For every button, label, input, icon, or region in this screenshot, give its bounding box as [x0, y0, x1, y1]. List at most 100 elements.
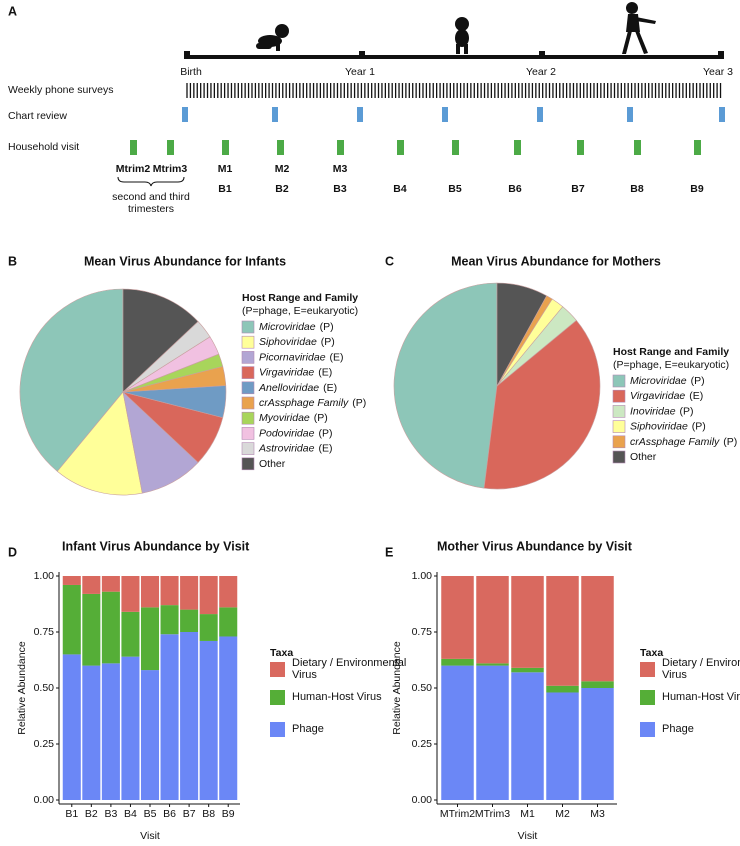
leg: [464, 44, 468, 54]
legend-label-box: Dietary / Environmental Virus: [662, 657, 740, 681]
bar-segment: [199, 576, 218, 615]
legend-label: Dietary / Environmental Virus: [292, 657, 407, 681]
timeline-bar: [185, 55, 723, 59]
arm: [636, 17, 656, 24]
pie-slice: [393, 282, 498, 489]
legend-family: Virgaviridae: [630, 390, 685, 402]
x-axis-label: Visit: [140, 830, 160, 842]
leg: [635, 31, 648, 54]
bar-segment: [160, 605, 179, 635]
legend-swatch: [241, 427, 255, 440]
bar-segment: [82, 576, 101, 594]
legend-family: crAssphage Family: [630, 436, 720, 448]
arm: [276, 40, 280, 51]
bar-segment: [476, 665, 509, 800]
x-tick-label: B1: [65, 808, 78, 820]
panel-label: A: [8, 4, 17, 18]
bar-segment: [441, 665, 474, 800]
legend-label: Phage: [292, 723, 324, 735]
mother-visit-label: M1: [218, 163, 233, 175]
bar-segment: [511, 576, 544, 668]
timeline-tick: [359, 51, 365, 59]
x-tick-label: M2: [555, 808, 570, 820]
bar-segment: [199, 640, 218, 800]
legend-swatch: [241, 411, 255, 425]
x-tick-label: B4: [124, 808, 137, 820]
panel-label: C: [385, 254, 394, 268]
bar-segment: [511, 672, 544, 800]
bar-segment: [140, 576, 160, 608]
infant-visit-label: B7: [571, 183, 585, 195]
legend-swatch: [612, 420, 626, 433]
x-tick-label: B9: [222, 808, 235, 820]
body: [626, 14, 640, 32]
bar-segment: [82, 593, 101, 666]
bar-segment: [140, 670, 160, 800]
legend-label: Virgaviridae (E): [259, 366, 332, 378]
legend-label: Astroviridae (E): [258, 442, 332, 454]
panel-label: D: [8, 545, 17, 559]
legend-swatch: [612, 435, 626, 449]
legend-swatch: [241, 366, 255, 379]
legend-label: Phage: [662, 723, 694, 735]
x-tick-label: B8: [202, 808, 215, 820]
infant-visit-label: B8: [630, 183, 644, 195]
bar-segment: [180, 576, 199, 610]
head: [275, 24, 289, 38]
x-tick-label: MTrim3: [475, 808, 510, 820]
bar-segment: [581, 688, 614, 800]
y-tick-label: 0.50: [412, 682, 433, 694]
legend-family: Other: [259, 458, 286, 470]
legend-label: Anelloviridae (E): [258, 382, 337, 394]
milestone-label: Birth: [180, 66, 202, 78]
pie-slice: [56, 391, 143, 496]
legend-label-box: Human-Host Virus: [662, 691, 740, 703]
legend-label-box: Human-Host Virus: [292, 691, 382, 703]
household-visit: [577, 140, 584, 155]
panel-label: E: [385, 545, 393, 559]
legend-family: Astroviridae: [258, 442, 315, 454]
legend-host: (E): [318, 442, 332, 454]
bar-segment: [180, 632, 199, 800]
y-tick-label: 1.00: [34, 570, 55, 582]
body: [455, 29, 469, 47]
legend-family: Virgaviridae: [259, 366, 314, 378]
bar-segment: [140, 607, 160, 671]
row-label: Chart review: [8, 110, 67, 122]
legend-host: (E): [689, 390, 703, 402]
y-axis-label: Relative Abundance: [16, 641, 28, 735]
mother-visit-label: M3: [333, 163, 348, 175]
legend-host: (E): [318, 366, 332, 378]
chart-title: Mother Virus Abundance by Visit: [437, 539, 633, 553]
bar-segment: [546, 692, 579, 800]
legend-swatch: [270, 690, 285, 705]
legend-family: Anelloviridae: [258, 382, 319, 394]
bar-segment: [121, 576, 140, 612]
legend-host: (P): [352, 397, 366, 409]
milestone-label: Year 3: [703, 66, 733, 78]
legend-host: (E): [330, 351, 344, 363]
legend-family: Other: [630, 451, 657, 463]
bar-segment: [441, 576, 474, 659]
x-tick-label: B6: [163, 808, 176, 820]
legend-host: (P): [691, 375, 705, 387]
infant-visit-label: B5: [448, 183, 462, 195]
bar-segment: [219, 636, 238, 800]
legend-label: Picornaviridae (E): [259, 351, 344, 363]
legend-label: Virgaviridae (E): [630, 390, 703, 402]
legend-label: crAssphage Family (P): [259, 397, 366, 409]
legend-title: Host Range and Family: [613, 346, 729, 358]
bar-segment: [62, 576, 81, 585]
legend-swatch: [241, 457, 255, 471]
bar-segment: [62, 654, 81, 800]
mother-visit-label: M2: [275, 163, 290, 175]
head: [455, 17, 469, 31]
legend-family: Podoviridae: [259, 427, 315, 439]
y-tick-label: 0.50: [34, 682, 55, 694]
legend-label: Siphoviridae (P): [259, 336, 335, 348]
legend-swatch: [241, 320, 255, 334]
legend-host: (P): [318, 427, 332, 439]
pie-slice: [496, 282, 548, 387]
bar-segment: [581, 576, 614, 682]
x-tick-label: MTrim2: [440, 808, 475, 820]
